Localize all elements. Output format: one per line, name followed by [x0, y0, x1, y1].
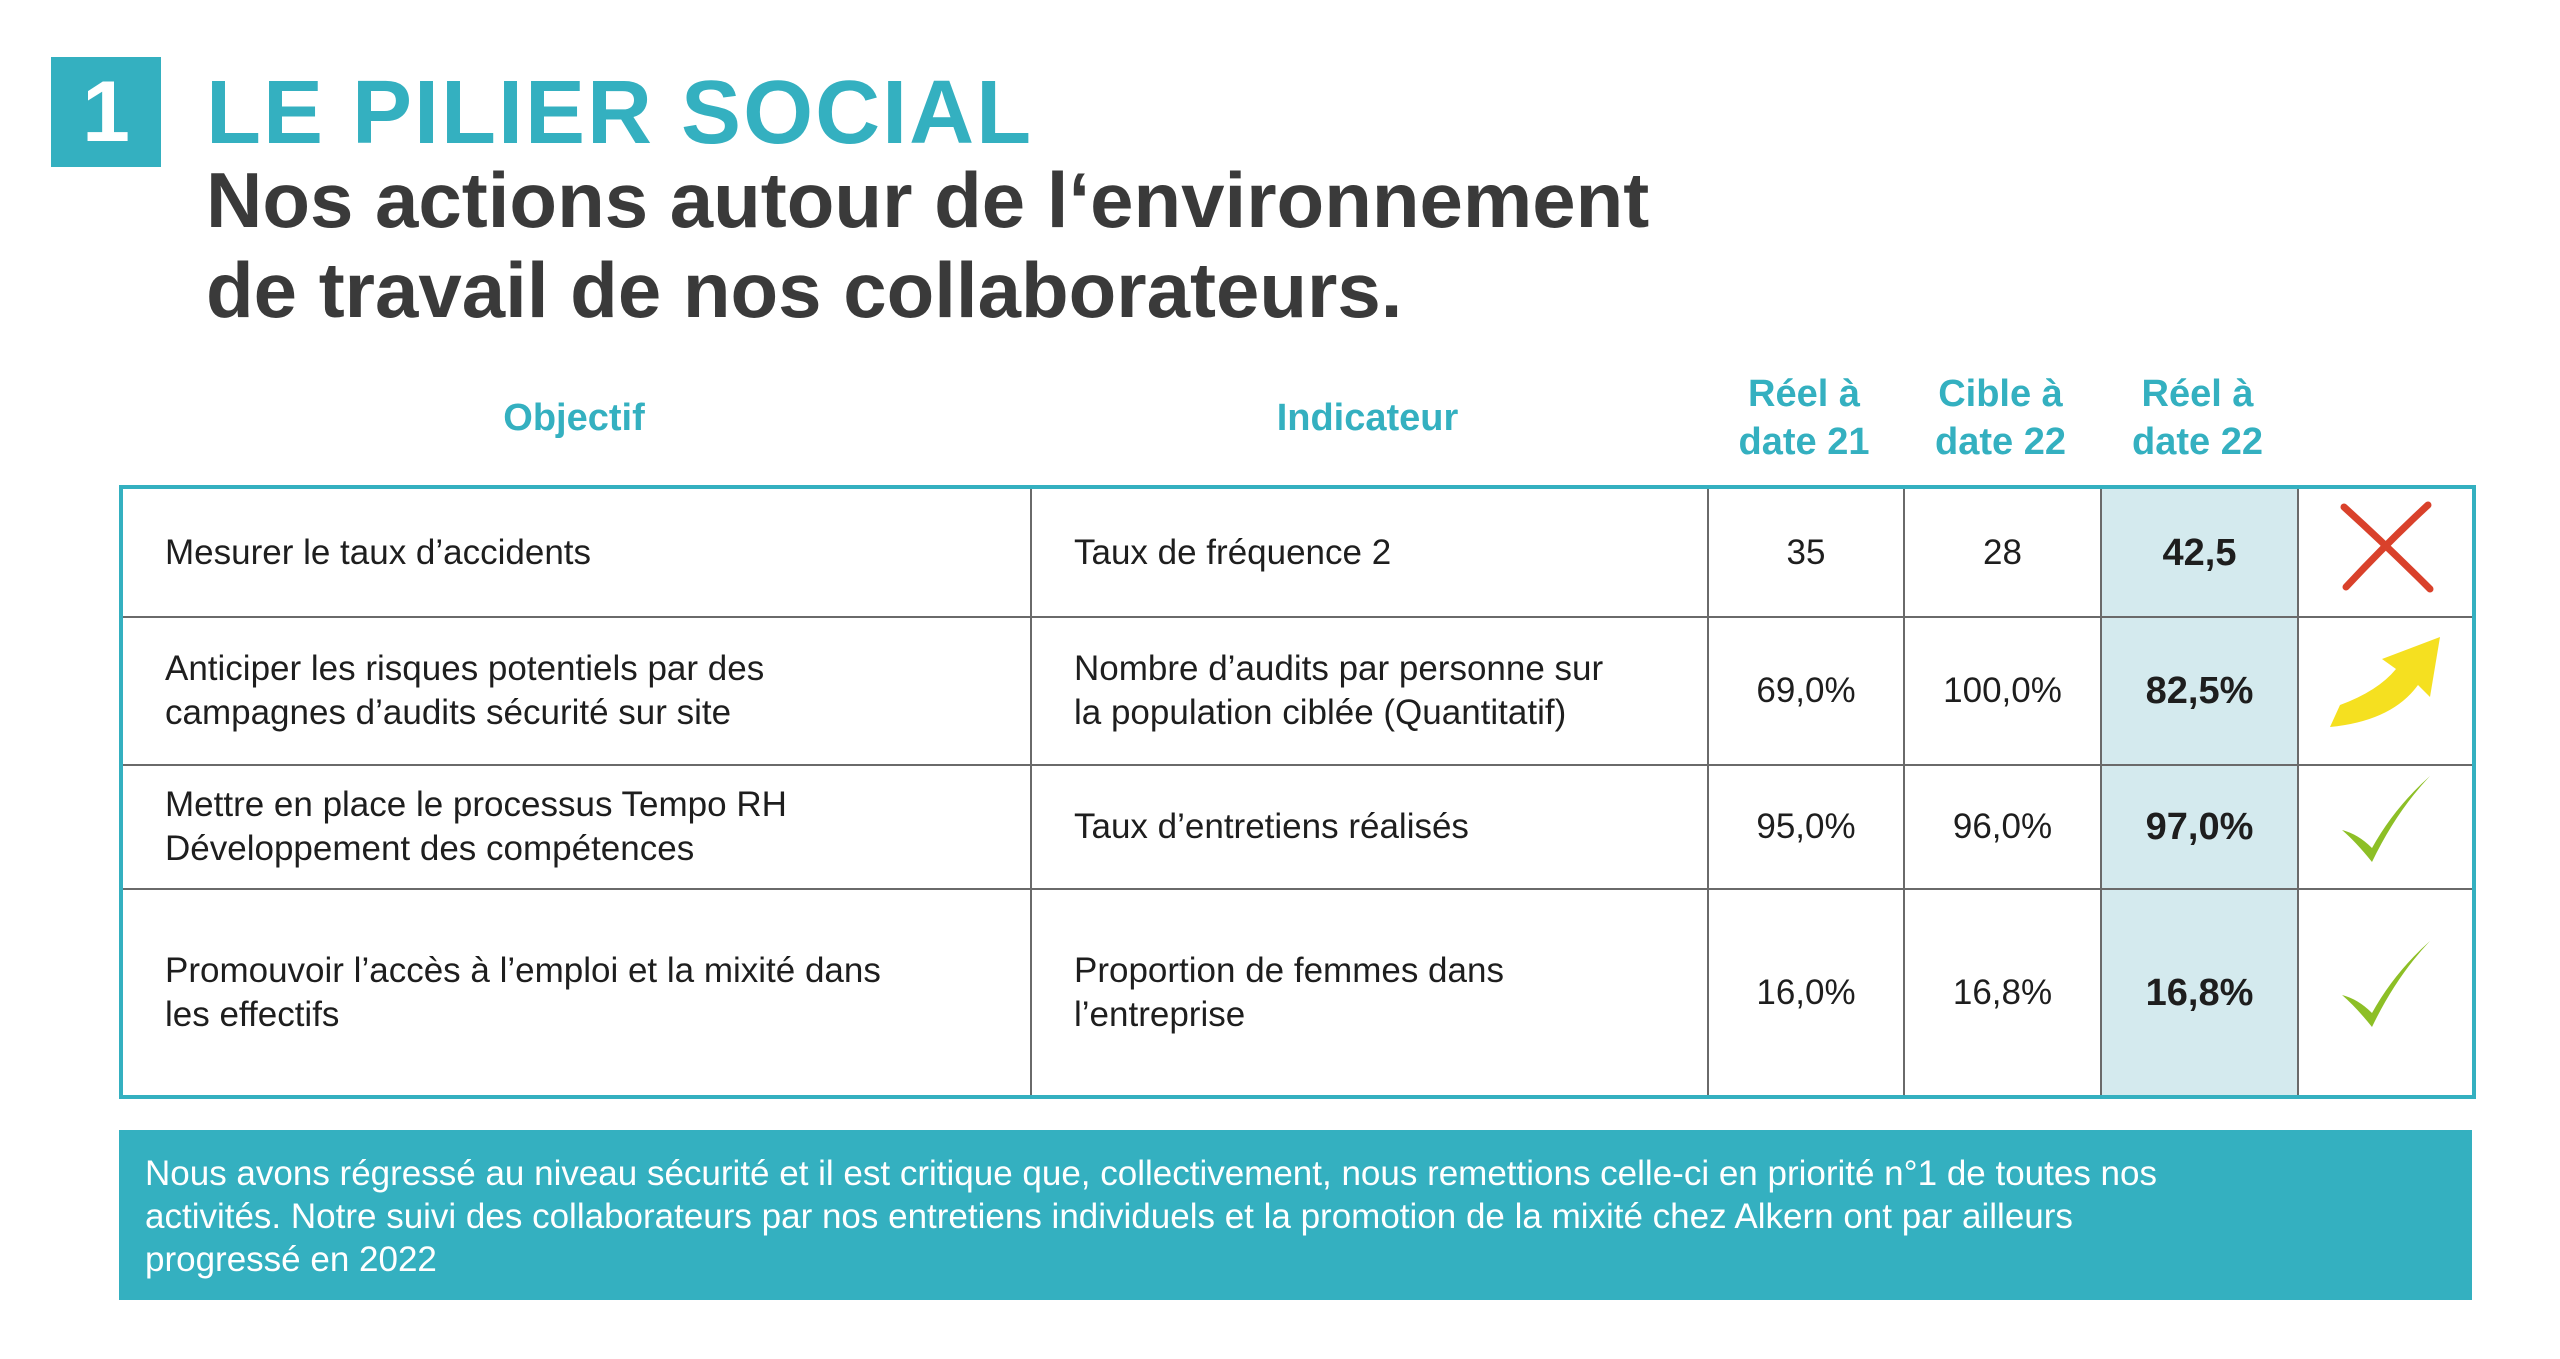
- cell-line: Développement des compétences: [165, 829, 695, 868]
- cible-22-cell: 96,0%: [1903, 764, 2102, 890]
- cell-line: Mesurer le taux d’accidents: [165, 532, 592, 572]
- header-indicateur: Indicateur: [1276, 397, 1459, 439]
- indicateur-cell: Proportion de femmes dans l’entreprise: [1030, 888, 1709, 1098]
- cell-line: campagnes d’audits sécurité sur site: [165, 693, 732, 732]
- cell-line: Nombre d’audits par personne sur: [1074, 649, 1604, 688]
- cell-line: Taux de fréquence 2: [1074, 532, 1392, 572]
- status-cell: [2297, 764, 2475, 890]
- table-row: Mesurer le taux d’accidents Taux de fréq…: [120, 486, 2475, 618]
- cible-22-cell: 100,0%: [1903, 616, 2102, 766]
- status-cell: [2297, 616, 2475, 766]
- cell-line: l’entreprise: [1074, 994, 1246, 1034]
- objectif-cell: Anticiper les risques potentiels par des…: [120, 616, 1032, 766]
- cell-line: la population ciblée (Quantitatif): [1074, 693, 1567, 732]
- note-line: progressé en 2022: [145, 1240, 437, 1279]
- subtitle-line: Nos actions autour de l‘environnement: [206, 156, 1650, 244]
- table-row: Anticiper les risques potentiels par des…: [120, 616, 2475, 766]
- cell-line: Anticiper les risques potentiels par des: [165, 649, 765, 688]
- reel-22-cell: 82,5%: [2100, 616, 2299, 766]
- cell-line: Proportion de femmes dans: [1074, 950, 1504, 990]
- indicateur-cell: Nombre d’audits par personne sur la popu…: [1030, 616, 1709, 766]
- header-line: Réel à: [1748, 373, 1860, 415]
- note-line: Nous avons régressé au niveau sécurité e…: [145, 1154, 2157, 1193]
- status-cell: [2297, 486, 2475, 618]
- red-cross-icon: [2340, 501, 2433, 593]
- header-reel-22: Réel à date 22: [2099, 370, 2296, 466]
- header-cible-22: Cible à date 22: [1902, 370, 2099, 466]
- reel-21-cell: 95,0%: [1707, 764, 1905, 890]
- reel-21-cell: 16,0%: [1707, 888, 1905, 1098]
- page-subtitle: Nos actions autour de l‘environnement de…: [206, 155, 1649, 335]
- section-title: LE PILIER SOCIAL: [206, 63, 1034, 163]
- table-row: Mettre en place le processus Tempo RH Dé…: [120, 764, 2475, 890]
- yellow-up-arrow-icon: [2329, 636, 2440, 727]
- reel-22-cell: 42,5: [2100, 486, 2299, 618]
- indicateur-cell: Taux de fréquence 2: [1030, 486, 1709, 618]
- section-number-badge: 1: [51, 57, 161, 167]
- table-row: Promouvoir l’accès à l’emploi et la mixi…: [120, 888, 2475, 1098]
- green-check-icon: [2341, 941, 2430, 1027]
- kpi-table: Mesurer le taux d’accidents Taux de fréq…: [119, 485, 2476, 1099]
- objectif-cell: Mesurer le taux d’accidents: [120, 486, 1032, 618]
- summary-note: Nous avons régressé au niveau sécurité e…: [119, 1130, 2472, 1300]
- cell-line: Promouvoir l’accès à l’emploi et la mixi…: [165, 950, 881, 990]
- subtitle-line: de travail de nos collaborateurs.: [206, 246, 1403, 334]
- cell-line: les effectifs: [165, 994, 340, 1034]
- status-cell: [2297, 888, 2475, 1098]
- objectif-cell: Mettre en place le processus Tempo RH Dé…: [120, 764, 1032, 890]
- cible-22-cell: 28: [1903, 486, 2102, 618]
- reel-21-cell: 69,0%: [1707, 616, 1905, 766]
- header-line: date 22: [2132, 421, 2263, 463]
- reel-22-cell: 16,8%: [2100, 888, 2299, 1098]
- objectif-cell: Promouvoir l’accès à l’emploi et la mixi…: [120, 888, 1032, 1098]
- header-line: Réel à: [2141, 373, 2254, 415]
- cell-line: Mettre en place le processus Tempo RH: [165, 785, 787, 824]
- indicateur-cell: Taux d’entretiens réalisés: [1030, 764, 1709, 890]
- note-line: activités. Notre suivi des collaborateur…: [145, 1197, 2073, 1236]
- header-line: Cible à: [1938, 373, 2063, 415]
- reel-21-cell: 35: [1707, 486, 1905, 618]
- cell-line: Taux d’entretiens réalisés: [1074, 807, 1469, 846]
- header-objectif: Objectif: [503, 397, 645, 439]
- header-line: date 21: [1738, 421, 1870, 463]
- header-line: date 22: [1935, 421, 2066, 463]
- header-reel-21: Réel à date 21: [1706, 370, 1902, 466]
- green-check-icon: [2341, 775, 2430, 862]
- cible-22-cell: 16,8%: [1903, 888, 2102, 1098]
- reel-22-cell: 97,0%: [2100, 764, 2299, 890]
